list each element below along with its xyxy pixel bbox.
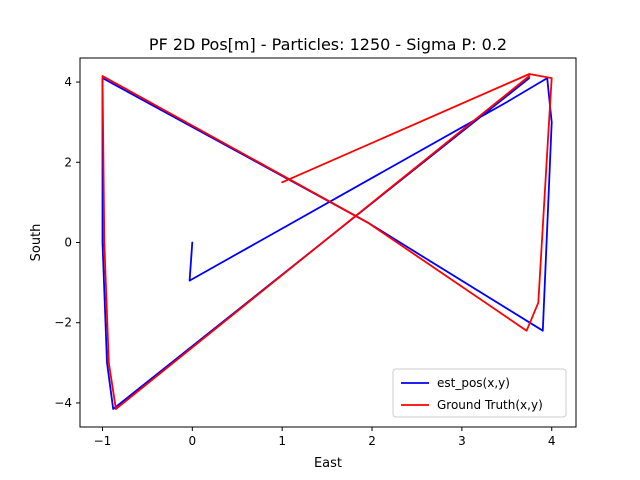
legend-label-1: est_pos(x,y) [437,376,510,390]
legend-label-2: Ground Truth(x,y) [437,398,543,412]
chart-title: PF 2D Pos[m] - Particles: 1250 - Sigma P… [149,35,507,54]
x-tick-label: 0 [188,434,196,448]
y-tick-label: −2 [54,316,72,330]
y-axis-label: South [29,224,44,262]
x-tick-label: 3 [458,434,466,448]
y-tick-label: 2 [64,155,72,169]
x-axis-label: East [314,456,342,471]
plot-area [101,73,553,410]
x-tick-label: 2 [368,434,376,448]
series-line-1 [101,77,553,410]
x-tick-label: −1 [94,434,112,448]
legend-box [392,368,567,418]
series-line-2 [101,73,553,410]
axes: −1 0 1 2 3 4 −4 −2 0 2 4 [54,57,577,448]
x-tick-label: 4 [548,434,556,448]
y-tick-label: 0 [64,236,72,250]
y-tick-label: 4 [64,75,72,89]
legend: est_pos(x,y) Ground Truth(x,y) [392,368,567,418]
x-tick-label: 1 [278,434,286,448]
y-tick-label: −4 [54,396,72,410]
